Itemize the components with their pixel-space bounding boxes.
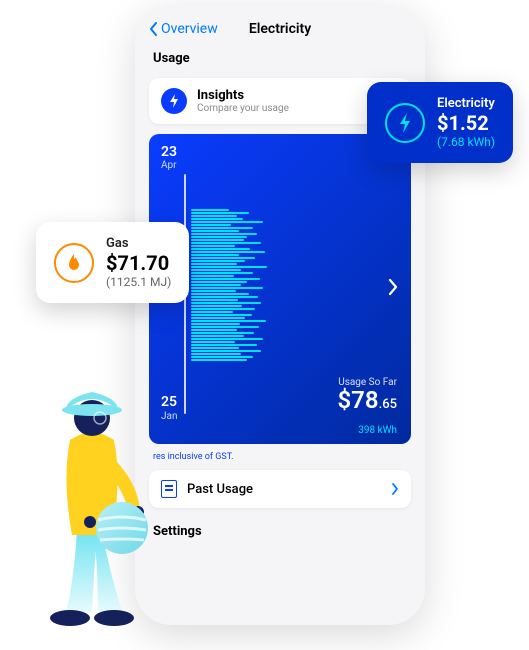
nav-bar: Overview Electricity [135, 17, 425, 47]
usage-section-label: Usage [135, 47, 425, 78]
float-gas-amount: $71.70 [106, 251, 171, 275]
past-usage-label: Past Usage [187, 482, 253, 497]
lightning-icon [397, 113, 413, 133]
usage-so-far-label: Usage So Far [337, 377, 397, 388]
float-gas-unit: (1125.1 MJ) [106, 275, 171, 289]
back-label: Overview [161, 21, 218, 37]
chevron-right-icon [387, 278, 399, 296]
chart-next-button[interactable] [387, 278, 399, 300]
insights-text: Insights Compare your usage [197, 88, 289, 114]
chevron-right-icon [391, 483, 399, 495]
past-usage-row[interactable]: Past Usage [149, 470, 411, 508]
person-illustration [22, 370, 182, 630]
insights-subtitle: Compare your usage [197, 103, 289, 114]
gas-ring-icon [54, 243, 94, 283]
usage-so-far: Usage So Far $78.65 [337, 377, 397, 412]
float-gas-title: Gas [106, 236, 171, 251]
chart-date-start-day: 23 [161, 144, 399, 160]
float-electric-amount: $1.52 [437, 111, 495, 135]
float-electric-title: Electricity [437, 96, 495, 111]
float-gas-card: Gas $71.70 (1125.1 MJ) [36, 222, 189, 303]
usage-so-far-amount: $78.65 [337, 388, 397, 412]
chart-date-start-month: Apr [161, 160, 399, 171]
chart-bars [191, 209, 267, 361]
flame-icon [66, 253, 82, 273]
usage-kwh: 398 kWh [358, 425, 397, 436]
usage-cents: .65 [379, 397, 397, 412]
chevron-left-icon [149, 22, 159, 36]
float-electric-unit: (7.68 kWh) [437, 135, 495, 149]
float-gas-text: Gas $71.70 (1125.1 MJ) [106, 236, 171, 289]
float-electric-text: Electricity $1.52 (7.68 kWh) [437, 96, 495, 149]
float-electricity-card: Electricity $1.52 (7.68 kWh) [367, 82, 513, 163]
lightning-icon [161, 88, 187, 114]
insights-title: Insights [197, 88, 289, 103]
back-button[interactable]: Overview [149, 21, 218, 37]
electricity-ring-icon [385, 103, 425, 143]
usage-dollars: $78 [337, 386, 378, 414]
